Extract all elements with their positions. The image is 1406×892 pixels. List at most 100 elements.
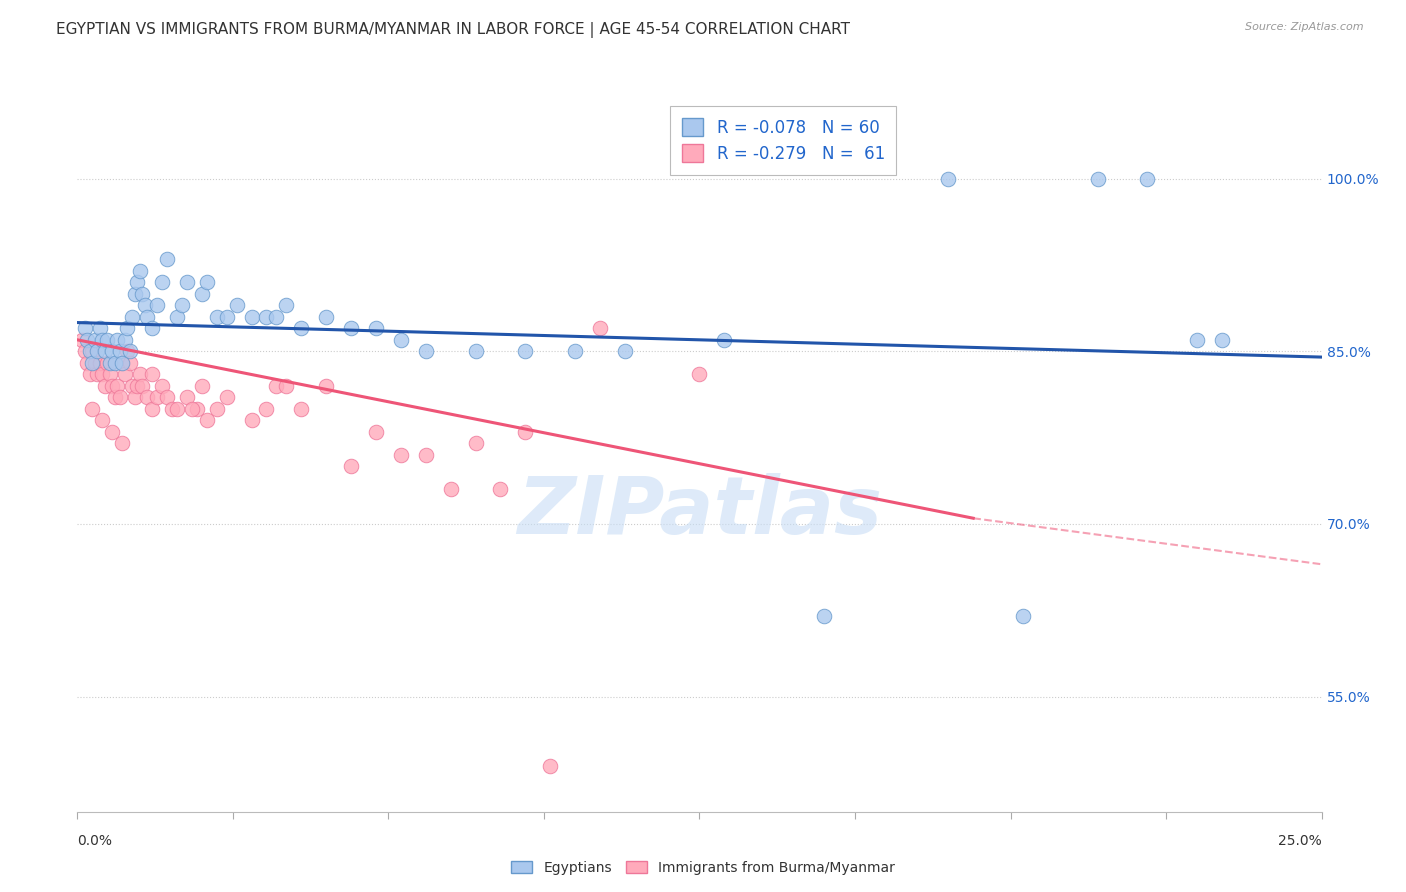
Point — [389, 333, 412, 347]
Point — [276, 298, 298, 312]
Point — [290, 321, 312, 335]
Point — [166, 401, 188, 416]
Legend: R = -0.078   N = 60, R = -0.279   N =  61: R = -0.078 N = 60, R = -0.279 N = 61 — [669, 106, 897, 175]
Point — [364, 321, 387, 335]
Text: 0.0%: 0.0% — [77, 834, 112, 848]
Point — [315, 379, 337, 393]
Point — [256, 401, 278, 416]
Point — [440, 483, 463, 497]
Point — [489, 483, 512, 497]
Point — [180, 401, 202, 416]
Point — [121, 379, 143, 393]
Point — [125, 275, 148, 289]
Point — [713, 333, 735, 347]
Point — [115, 344, 138, 359]
Point — [108, 390, 131, 404]
Point — [195, 275, 218, 289]
Point — [146, 298, 169, 312]
Point — [1211, 333, 1233, 347]
Point — [266, 310, 288, 324]
Point — [98, 368, 121, 382]
Point — [101, 425, 124, 439]
Point — [276, 379, 298, 393]
Point — [813, 609, 835, 624]
Point — [1187, 333, 1209, 347]
Point — [156, 252, 179, 267]
Point — [128, 368, 150, 382]
Point — [83, 356, 105, 370]
Point — [146, 390, 169, 404]
Point — [86, 344, 108, 359]
Point — [76, 333, 98, 347]
Point — [191, 379, 214, 393]
Point — [464, 436, 486, 450]
Point — [176, 275, 198, 289]
Point — [205, 401, 228, 416]
Point — [96, 356, 118, 370]
Point — [156, 390, 179, 404]
Point — [340, 459, 363, 474]
Text: Source: ZipAtlas.com: Source: ZipAtlas.com — [1246, 22, 1364, 32]
Text: ZIPatlas: ZIPatlas — [517, 473, 882, 551]
Point — [538, 758, 561, 772]
Point — [89, 321, 111, 335]
Point — [340, 321, 363, 335]
Point — [150, 379, 173, 393]
Point — [464, 344, 486, 359]
Point — [613, 344, 636, 359]
Point — [364, 425, 387, 439]
Point — [150, 275, 173, 289]
Point — [91, 333, 114, 347]
Point — [82, 401, 104, 416]
Point — [101, 344, 124, 359]
Point — [131, 379, 153, 393]
Point — [389, 448, 412, 462]
Point — [225, 298, 247, 312]
Point — [141, 401, 163, 416]
Point — [1012, 609, 1035, 624]
Point — [79, 344, 101, 359]
Point — [96, 333, 118, 347]
Point — [134, 298, 156, 312]
Point — [141, 368, 163, 382]
Point — [93, 344, 115, 359]
Point — [79, 368, 101, 382]
Point — [205, 310, 228, 324]
Point — [186, 401, 208, 416]
Point — [89, 356, 111, 370]
Point — [589, 321, 612, 335]
Point — [93, 379, 115, 393]
Point — [256, 310, 278, 324]
Text: 25.0%: 25.0% — [1278, 834, 1322, 848]
Point — [415, 344, 437, 359]
Point — [115, 321, 138, 335]
Point — [141, 321, 163, 335]
Point — [86, 368, 108, 382]
Point — [240, 310, 263, 324]
Point — [91, 368, 114, 382]
Point — [104, 356, 127, 370]
Point — [136, 390, 159, 404]
Point — [124, 286, 146, 301]
Point — [315, 310, 337, 324]
Point — [1136, 171, 1159, 186]
Point — [72, 333, 94, 347]
Point — [82, 356, 104, 370]
Point — [83, 333, 105, 347]
Point — [118, 356, 141, 370]
Point — [515, 425, 537, 439]
Point — [131, 286, 153, 301]
Point — [73, 321, 96, 335]
Point — [105, 379, 128, 393]
Point — [215, 310, 238, 324]
Point — [938, 171, 960, 186]
Point — [195, 413, 218, 427]
Point — [215, 390, 238, 404]
Point — [170, 298, 193, 312]
Point — [266, 379, 288, 393]
Point — [240, 413, 263, 427]
Point — [128, 264, 150, 278]
Point — [111, 356, 134, 370]
Point — [108, 344, 131, 359]
Point — [76, 356, 98, 370]
